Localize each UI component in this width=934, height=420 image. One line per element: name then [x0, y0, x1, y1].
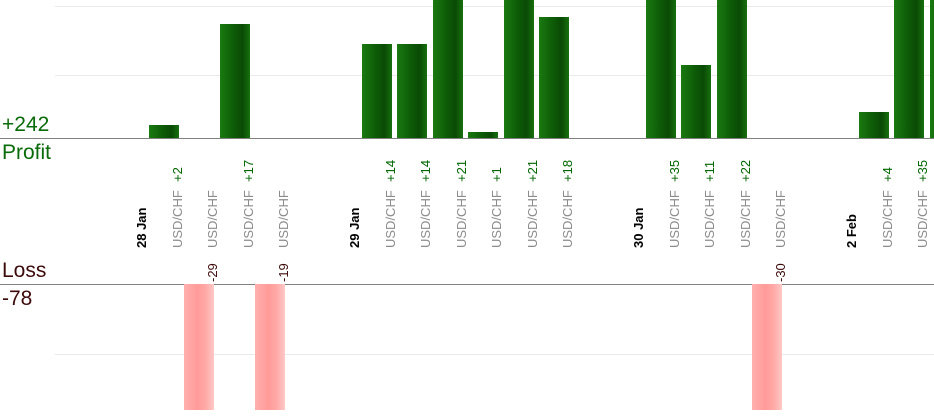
profit-value-label: +21	[524, 159, 540, 182]
profit-bar[interactable]	[361, 44, 392, 139]
profit-bar[interactable]	[716, 0, 747, 139]
loss-axis-label: Loss	[2, 259, 47, 282]
profit-value-label: +14	[418, 159, 433, 182]
profit-gridline-upper	[55, 6, 934, 7]
profit-bar[interactable]	[148, 125, 179, 139]
profit-bar[interactable]	[681, 64, 711, 139]
profit-total-value: +242	[2, 113, 50, 136]
profit-value-label: +18	[560, 159, 575, 182]
loss-value-label: -29	[205, 263, 220, 282]
profit-bar[interactable]	[645, 0, 676, 139]
profit-value-label: +17	[240, 159, 256, 182]
profit-value-label: +11	[702, 160, 717, 182]
profit-bar[interactable]	[503, 0, 534, 139]
loss-bar[interactable]	[752, 284, 782, 410]
profit-bar[interactable]	[929, 0, 934, 139]
loss-value-label: -30	[773, 263, 788, 282]
profit-bar[interactable]	[858, 111, 889, 139]
loss-value-labels-group: -29 -19 -30	[0, 240, 934, 284]
profit-bar[interactable]	[397, 44, 427, 139]
profit-axis-label: Profit	[2, 141, 52, 164]
loss-total-value: -78	[2, 287, 33, 310]
profit-bar[interactable]	[432, 0, 463, 139]
profit-bar[interactable]	[219, 24, 250, 139]
profit-value-label: +35	[666, 159, 682, 182]
profit-bar[interactable]	[894, 0, 924, 139]
loss-plot-area	[0, 284, 934, 420]
profit-bar[interactable]	[468, 132, 498, 139]
loss-zero-axis	[0, 284, 934, 285]
profit-plot-area	[0, 0, 934, 139]
profit-value-label: +22	[737, 159, 753, 182]
loss-value-label: -19	[276, 263, 291, 282]
loss-bar[interactable]	[184, 284, 214, 410]
profit-bar[interactable]	[539, 17, 569, 139]
loss-gridline	[55, 354, 934, 355]
profit-value-label: +14	[382, 159, 398, 182]
profit-zero-axis	[0, 138, 934, 139]
profit-gridline-lower	[55, 75, 934, 76]
profit-value-labels-group: +2+17+14+14+21+1+21+18+35+11+22+4+35+27	[0, 139, 934, 184]
profit-value-label: +21	[453, 159, 469, 182]
loss-bar[interactable]	[255, 284, 285, 410]
profit-value-label: +35	[915, 159, 930, 182]
